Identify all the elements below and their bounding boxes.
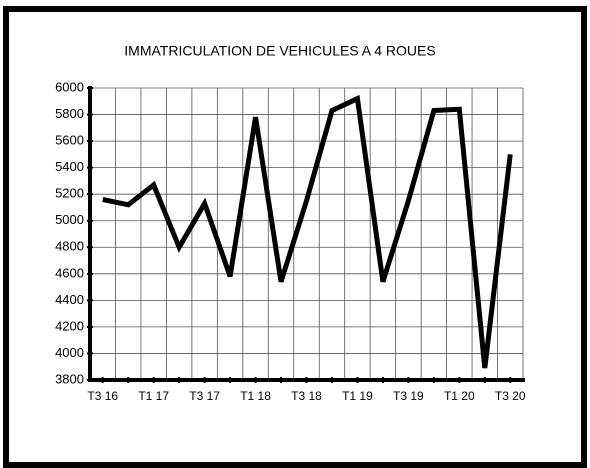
y-tick-label: 4400 [55, 292, 84, 307]
y-tick-label: 5400 [55, 159, 84, 174]
x-tick-label: T1 19 [342, 389, 373, 403]
y-tick-label: 5000 [55, 212, 84, 227]
y-tick-label: 4800 [55, 239, 84, 254]
x-tick-label: T3 17 [189, 389, 220, 403]
y-tick-label: 5800 [55, 106, 84, 121]
x-tick-label: T1 17 [138, 389, 169, 403]
chart-title: IMMATRICULATION DE VEHICULES A 4 ROUES [124, 43, 435, 59]
x-tick-label: T3 18 [291, 389, 322, 403]
x-tick-label: T1 18 [240, 389, 271, 403]
x-tick-label: T3 20 [495, 389, 526, 403]
frame [3, 6, 587, 468]
x-tick-label: T3 16 [87, 389, 118, 403]
x-tick-label: T1 20 [444, 389, 475, 403]
y-tick-label: 4200 [55, 318, 84, 333]
y-tick-label: 5600 [55, 133, 84, 148]
y-tick-label: 4600 [55, 265, 84, 280]
y-tick-label: 5200 [55, 186, 84, 201]
data-line [102, 94, 513, 369]
y-tick-label: 3800 [55, 371, 84, 386]
y-tick-label: 4000 [55, 345, 84, 360]
x-tick-label: T3 19 [393, 389, 424, 403]
y-tick-label: 6000 [55, 79, 84, 94]
